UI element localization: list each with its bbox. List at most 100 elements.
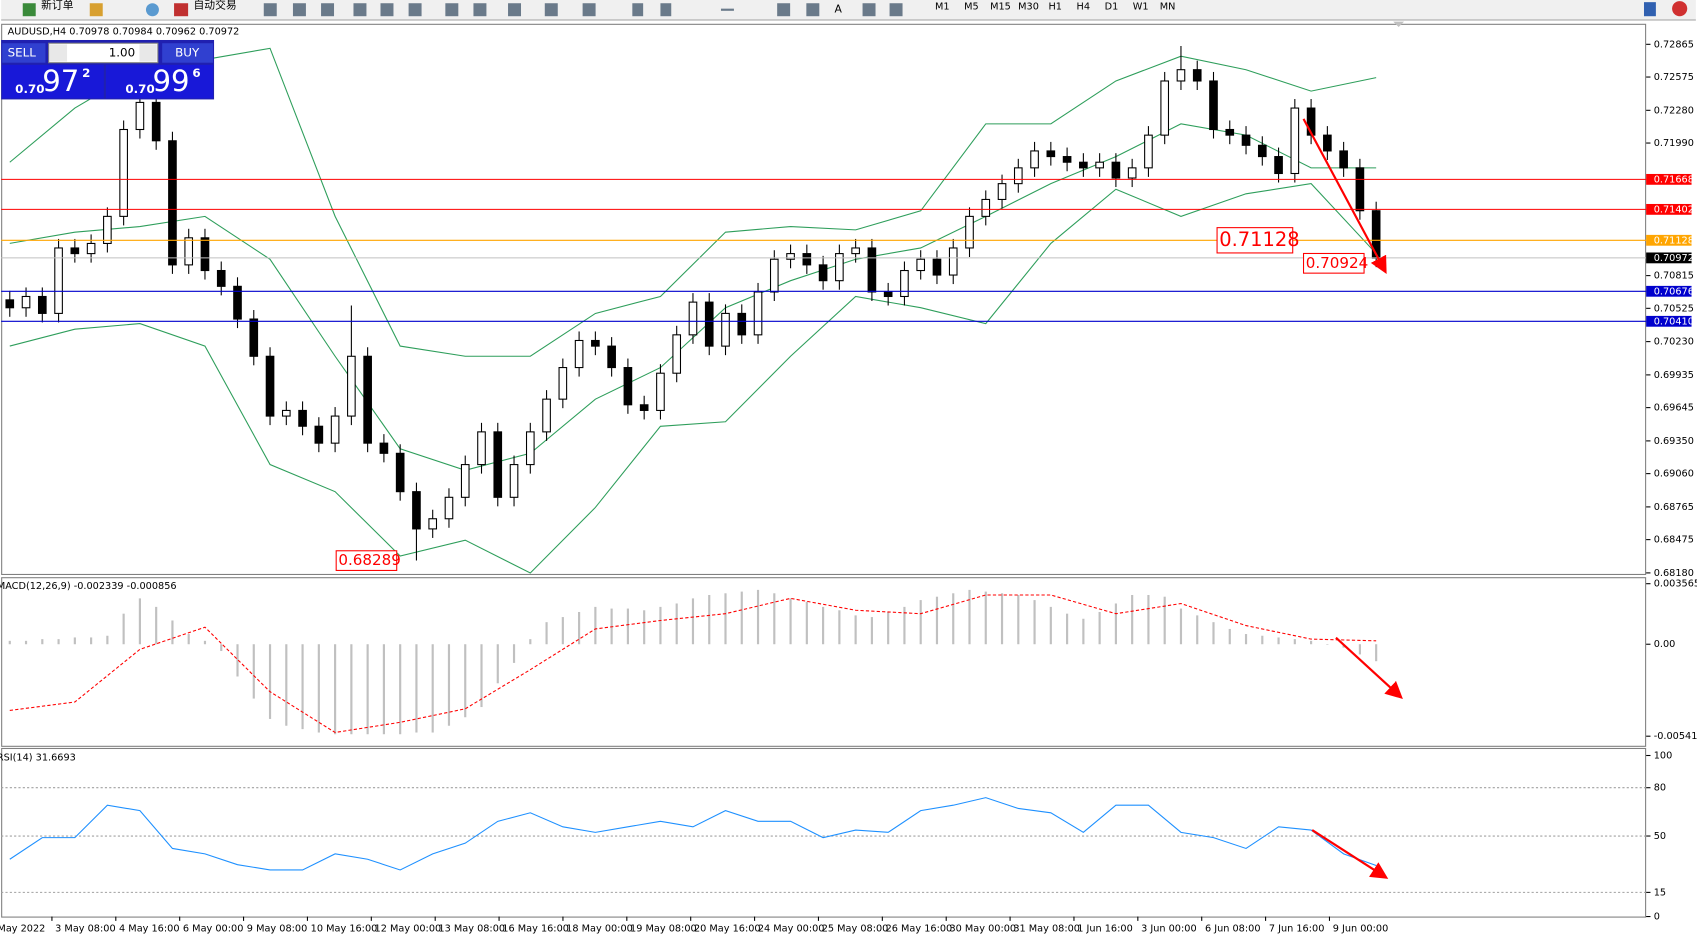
macd-bar: [854, 615, 857, 645]
candle-body: [672, 334, 682, 374]
candle-body: [1079, 161, 1088, 169]
x-tick-label: 6 May 00:00: [183, 923, 243, 934]
buy-button[interactable]: [162, 43, 213, 63]
icon[interactable]: [544, 3, 558, 17]
icon[interactable]: [632, 3, 644, 17]
macd-bar: [968, 589, 971, 645]
candle-body: [867, 247, 877, 293]
macd-bar: [73, 637, 76, 645]
lots-decrease[interactable]: [49, 44, 68, 62]
candle-body: [1030, 150, 1039, 169]
candle-body: [525, 431, 535, 466]
macd-bar: [1358, 644, 1361, 655]
macd-bar: [57, 639, 60, 645]
x-tick-label: 7 Jun 16:00: [1269, 923, 1325, 934]
indicator-line: [9, 594, 1377, 734]
timeframe-button[interactable]: W1: [1133, 1, 1149, 12]
icon[interactable]: [508, 3, 522, 17]
icon[interactable]: [720, 8, 734, 11]
one-click-trading-panel: SELL 1.00 BUY 0.70 97 2 0.70 99 6: [1, 39, 215, 100]
y-tick-label: 0.68475: [1654, 535, 1694, 546]
icon[interactable]: [445, 3, 459, 17]
macd-bar: [1147, 594, 1150, 645]
icon[interactable]: [862, 3, 876, 17]
icon[interactable]: [806, 3, 820, 17]
new-order-button[interactable]: 新订单: [41, 0, 74, 11]
macd-bar: [122, 613, 125, 645]
timeframe-button[interactable]: H4: [1077, 1, 1091, 12]
timeframe-button[interactable]: M1: [935, 1, 950, 12]
candle-body: [265, 355, 275, 417]
macd-bar: [643, 610, 646, 645]
icon[interactable]: [321, 3, 335, 17]
icon[interactable]: [408, 3, 422, 17]
icon[interactable]: [889, 3, 903, 17]
macd-bar: [1244, 634, 1248, 645]
new-order-icon[interactable]: [22, 3, 36, 17]
timeframe-button[interactable]: M30: [1018, 1, 1039, 12]
search-icon[interactable]: [1643, 2, 1656, 17]
lots-increase[interactable]: [139, 44, 157, 62]
lots-value[interactable]: 1.00: [109, 45, 135, 59]
macd-bar: [691, 598, 695, 645]
macd-bar: [236, 644, 239, 677]
icon[interactable]: [263, 3, 277, 17]
buy-label[interactable]: BUY: [175, 45, 200, 59]
candle-body: [1013, 167, 1023, 185]
macd-bar: [594, 606, 597, 645]
candle-body: [835, 253, 844, 282]
candle-body: [70, 247, 80, 255]
macd-bar: [366, 644, 369, 735]
auto-trading-button[interactable]: 自动交易: [194, 0, 237, 11]
buy-price-box[interactable]: [105, 64, 213, 99]
x-tick-label: 4 May 16:00: [119, 923, 179, 934]
icon[interactable]: [582, 3, 596, 17]
x-tick-label: 6 Jun 08:00: [1205, 923, 1261, 934]
candle-body: [184, 237, 194, 266]
auto-trading-icon[interactable]: [174, 3, 189, 17]
timeframe-button[interactable]: D1: [1105, 1, 1119, 12]
icon[interactable]: [660, 3, 672, 17]
sell-price-prefix: 0.70: [15, 82, 44, 96]
icon[interactable]: [777, 3, 791, 17]
macd-bar: [708, 594, 711, 645]
x-tick-label: 20 May 16:00: [694, 923, 761, 934]
macd-bar: [24, 640, 28, 645]
candle-body: [737, 312, 747, 336]
lots-field[interactable]: [48, 42, 159, 64]
price-level-box: [1646, 285, 1692, 297]
y-tick-label: 0.69350: [1654, 436, 1694, 447]
macd-bar: [903, 606, 906, 645]
x-tick-label: 16 May 16:00: [502, 923, 569, 934]
macd-bar: [1000, 593, 1004, 645]
macd-bar: [496, 644, 499, 684]
macd-bar: [431, 644, 434, 733]
candle-body: [395, 452, 405, 493]
candle-body: [851, 247, 860, 255]
timeframe-button[interactable]: H1: [1048, 1, 1062, 12]
rsi-panel: [1, 747, 1647, 918]
candle-body: [1241, 134, 1251, 146]
y-tick-label: 0.70230: [1654, 337, 1694, 348]
macd-bar: [399, 644, 402, 735]
timeframe-button[interactable]: MN: [1160, 1, 1176, 12]
timeframe-button[interactable]: M15: [990, 1, 1011, 12]
sell-price-box[interactable]: [2, 64, 104, 99]
icon[interactable]: [145, 3, 159, 17]
sell-button[interactable]: [2, 43, 46, 63]
icon[interactable]: [353, 3, 367, 17]
icon[interactable]: [89, 3, 103, 17]
price-level-box: [1646, 315, 1692, 327]
sell-label[interactable]: SELL: [8, 45, 37, 59]
macd-bar: [90, 637, 93, 645]
candle-body: [249, 318, 259, 357]
icon[interactable]: [292, 3, 306, 17]
timeframe-button[interactable]: M5: [964, 1, 979, 12]
candle-body: [1339, 150, 1348, 169]
icon[interactable]: [473, 3, 487, 17]
notification-icon[interactable]: [1672, 1, 1688, 17]
text-tool[interactable]: A: [834, 3, 842, 16]
icon[interactable]: [380, 3, 394, 17]
